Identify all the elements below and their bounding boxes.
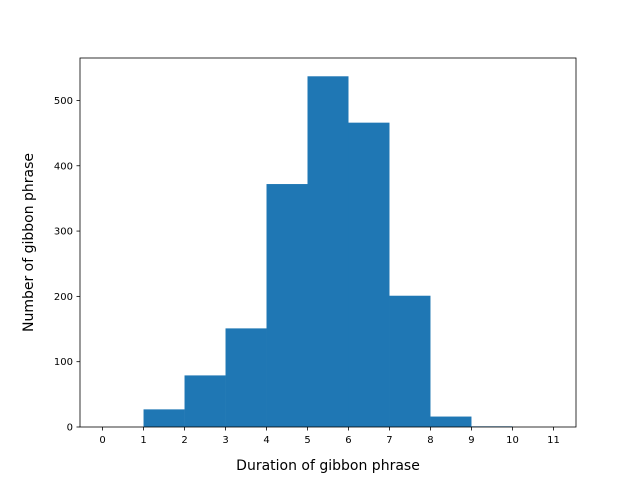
x-tick-label: 0 [99,435,105,446]
x-tick-label: 9 [468,435,474,446]
y-tick-label: 300 [54,227,73,238]
y-tick-label: 0 [67,423,73,434]
y-tick-label: 200 [54,292,73,303]
histogram-bar-6-7 [348,122,390,427]
y-axis-label: Number of gibbon phrase [21,153,37,332]
bars-layer [143,76,513,427]
histogram-bar-4-5 [266,184,308,427]
plot-area-frame [79,57,577,428]
x-tick-label: 10 [506,435,519,446]
x-tick-label: 1 [140,435,146,446]
x-tick-label: 8 [427,435,433,446]
histogram-bar-1-2 [143,409,185,427]
y-axis-ticks: 0 100 200 300 400 500 [54,96,80,434]
y-tick-label: 100 [54,357,73,368]
histogram-bar-7-8 [389,295,431,427]
x-axis-label: Duration of gibbon phrase [236,458,420,474]
histogram-bar-3-4 [225,328,267,427]
y-tick-label: 500 [54,96,73,107]
x-tick-label: 6 [345,435,351,446]
x-tick-label: 11 [547,435,560,446]
x-tick-label: 7 [386,435,392,446]
x-tick-label: 5 [304,435,310,446]
x-tick-label: 4 [263,435,269,446]
x-tick-label: 3 [222,435,228,446]
histogram-bar-5-6 [307,76,349,427]
x-tick-label: 2 [181,435,187,446]
histogram-bar-8-9 [430,416,472,427]
y-tick-label: 400 [54,161,73,172]
histogram-bar-2-3 [184,375,226,427]
x-axis-ticks: 0 1 2 3 4 5 6 7 8 9 10 11 [99,427,560,446]
